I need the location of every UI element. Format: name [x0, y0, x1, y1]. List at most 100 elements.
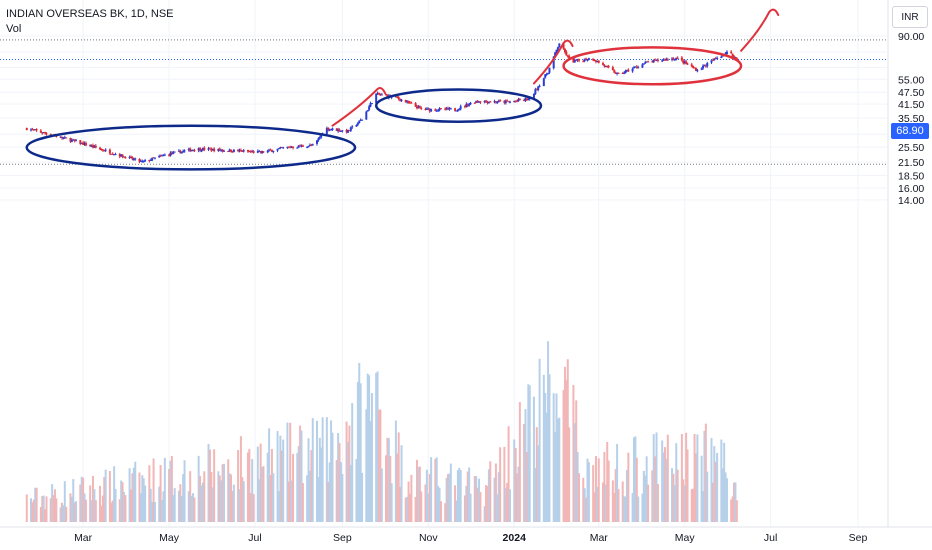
volume-bar	[499, 447, 502, 522]
volume-bar	[93, 489, 96, 522]
volume-bar	[279, 435, 282, 522]
candle-body	[152, 157, 155, 159]
volume-bar	[349, 464, 352, 522]
volume-bar	[692, 488, 695, 522]
volume-bar	[101, 495, 104, 522]
volume-bar	[256, 446, 259, 522]
volume-bar	[673, 485, 676, 522]
candle-body	[641, 64, 644, 68]
candle-body	[90, 145, 93, 147]
candle-body	[311, 144, 314, 146]
candle-body	[463, 106, 466, 108]
candle-body	[696, 70, 699, 72]
volume-bar	[45, 496, 48, 522]
volume-bar	[375, 372, 378, 522]
candle-body	[201, 148, 204, 151]
volume-bar	[79, 484, 82, 522]
volume-bar	[427, 493, 430, 522]
candle-body	[289, 146, 292, 148]
volume-bar	[231, 491, 234, 522]
volume-indicator-label[interactable]: Vol	[6, 23, 22, 35]
volume-bar	[124, 495, 127, 522]
volume-bar	[437, 486, 440, 522]
volume-bar	[593, 492, 596, 522]
candle-body	[113, 154, 116, 156]
volume-bar	[611, 480, 614, 522]
volume-bar	[607, 460, 610, 522]
candle-body	[60, 136, 63, 139]
volume-bar	[91, 475, 94, 522]
currency-button[interactable]: INR	[892, 6, 928, 28]
volume-bar	[277, 491, 280, 522]
volume-bar	[386, 437, 389, 522]
candle-body	[652, 59, 655, 63]
candle-body	[93, 145, 96, 148]
volume-bar	[696, 434, 699, 522]
volume-bar	[418, 466, 421, 522]
candle-body	[714, 58, 717, 60]
volume-bar	[565, 379, 568, 522]
volume-bar	[200, 485, 203, 522]
candle-body	[380, 94, 383, 96]
candle-body	[418, 106, 421, 108]
volume-bar	[428, 473, 431, 522]
candle-body	[524, 98, 527, 101]
x-axis[interactable]: Mar May Jul Sep Nov 2024 Mar May Jul Sep	[0, 526, 932, 544]
y-axis[interactable]: 90.0055.0047.5041.5035.5029.5025.5021.50…	[887, 0, 932, 550]
candle-body	[307, 146, 310, 148]
candle-body	[203, 147, 206, 150]
candle-body	[702, 65, 705, 69]
x-tick-label: Nov	[419, 532, 438, 544]
volume-bar	[114, 488, 117, 522]
candle-body	[680, 57, 683, 61]
candle-body	[537, 86, 540, 91]
volume-bar	[532, 396, 535, 522]
candle-body	[417, 106, 420, 108]
candle-body	[624, 70, 627, 74]
volume-bar	[141, 475, 144, 522]
candle-body	[280, 146, 283, 148]
candle-body	[730, 51, 733, 54]
volume-bar	[690, 489, 693, 522]
volume-bar	[576, 451, 579, 522]
candle-body	[506, 100, 509, 102]
candle-body	[149, 160, 152, 162]
candle-body	[170, 152, 173, 154]
volume-bar	[724, 472, 727, 522]
volume-bar	[478, 478, 481, 522]
volume-bar	[44, 509, 47, 522]
candle-body	[603, 65, 606, 67]
candle-body	[444, 108, 447, 110]
volume-bar	[144, 485, 147, 522]
volume-bar	[242, 481, 245, 522]
volume-bar	[456, 470, 459, 522]
candle-body	[469, 102, 472, 105]
candle-body	[55, 135, 58, 137]
candle-body	[497, 100, 500, 102]
candle-body	[485, 100, 488, 102]
candle-body	[330, 129, 333, 131]
candle-body	[617, 72, 620, 74]
candle-body	[187, 148, 190, 151]
volume-bar	[714, 461, 717, 522]
candle-body	[473, 102, 476, 104]
candle-body	[158, 155, 161, 158]
candle-body	[493, 101, 496, 103]
last-price-badge: 68.90	[891, 123, 929, 139]
candle-body	[627, 69, 630, 72]
volume-bar	[237, 450, 240, 522]
candle-body	[151, 157, 154, 161]
candle-body	[315, 140, 318, 144]
volume-bar	[151, 501, 154, 522]
candle-body	[496, 102, 499, 104]
candle-body	[692, 65, 695, 68]
x-tick-label: May	[159, 532, 180, 544]
volume-bar	[69, 493, 72, 522]
annotation-arrow	[331, 87, 387, 127]
candle-body	[655, 59, 658, 61]
candle-body	[483, 100, 486, 103]
volume-bar	[663, 447, 666, 522]
volume-bar	[341, 474, 344, 522]
